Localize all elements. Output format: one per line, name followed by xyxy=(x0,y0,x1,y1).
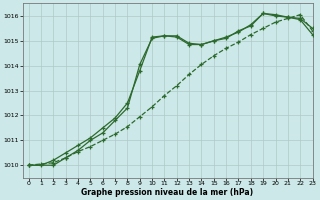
X-axis label: Graphe pression niveau de la mer (hPa): Graphe pression niveau de la mer (hPa) xyxy=(82,188,254,197)
